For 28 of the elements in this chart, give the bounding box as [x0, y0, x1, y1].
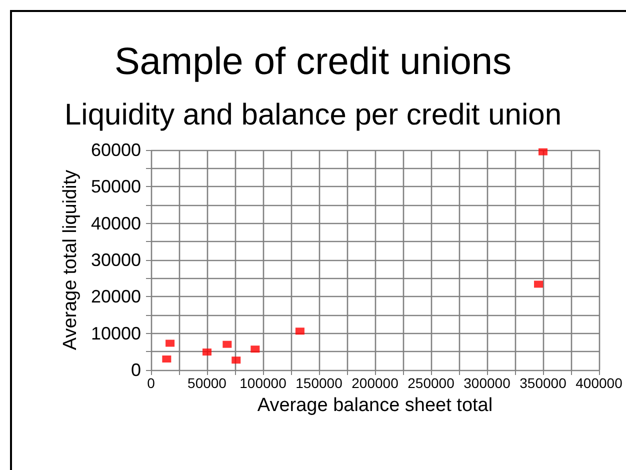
chart-subtitle: Liquidity and balance per credit union [64, 98, 562, 132]
x-axis-title: Average balance sheet total [257, 395, 493, 416]
y-tick-label: 10000 [90, 323, 141, 344]
x-tick-label: 0 [147, 375, 156, 391]
point [232, 356, 241, 364]
point [250, 346, 260, 353]
point [162, 356, 172, 362]
y-tick-label: 40000 [90, 213, 141, 234]
chart-title: Sample of credit unions [114, 41, 512, 83]
point [295, 328, 304, 335]
x-tick-label: 150000 [296, 375, 343, 391]
y-tick-label: 30000 [90, 250, 141, 270]
point [222, 340, 232, 348]
point [166, 340, 175, 347]
x-tick-label: 250000 [408, 375, 455, 391]
point [202, 348, 212, 356]
point [538, 148, 548, 156]
y-axis-title: Average total liquidity [60, 169, 82, 350]
point [534, 280, 544, 288]
y-tick-label: 20000 [90, 286, 141, 307]
x-tick-label: 350000 [520, 375, 567, 391]
y-tick-label: 60000 [90, 140, 141, 160]
x-tick-label: 200000 [352, 375, 399, 391]
x-tick-label: 300000 [464, 375, 511, 391]
x-tick-label: 50000 [188, 375, 227, 391]
x-tick-label: 400000 [576, 375, 623, 391]
y-tick-label: 50000 [90, 176, 141, 197]
x-tick-label: 100000 [240, 375, 287, 391]
